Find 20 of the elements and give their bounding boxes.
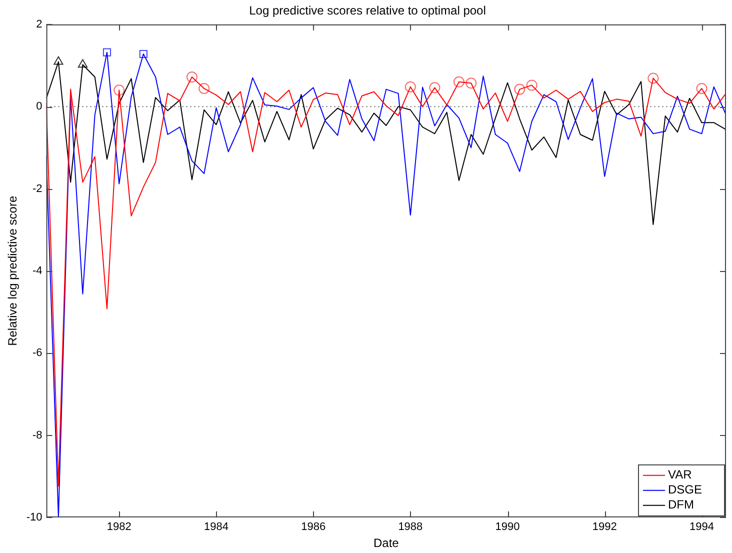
x-tick-label: 1986: [301, 521, 326, 534]
x-tick-label: 1992: [592, 521, 617, 534]
x-axis-title: Date: [373, 536, 400, 550]
y-tick-label: -8: [32, 429, 42, 442]
legend-label: DFM: [668, 498, 694, 512]
x-tick-label: 1984: [204, 521, 228, 534]
legend-label: VAR: [668, 468, 692, 482]
x-tick-label: 1982: [106, 521, 132, 534]
y-tick-label: -6: [32, 347, 42, 360]
x-tick-label: 1990: [495, 521, 520, 534]
y-tick-label: -4: [32, 264, 42, 277]
y-tick-label: 2: [36, 18, 42, 30]
x-tick-label: 1988: [398, 521, 423, 534]
chart-title: Log predictive scores relative to optimal pool: [249, 4, 486, 18]
y-tick-label: 0: [36, 100, 42, 113]
y-tick-label: -10: [26, 511, 42, 524]
x-tick-label: 1994: [689, 521, 714, 534]
legend-label: DSGE: [668, 482, 702, 497]
y-tick-label: -2: [32, 182, 42, 195]
y-axis-title: Relative log predictive score: [6, 196, 20, 346]
